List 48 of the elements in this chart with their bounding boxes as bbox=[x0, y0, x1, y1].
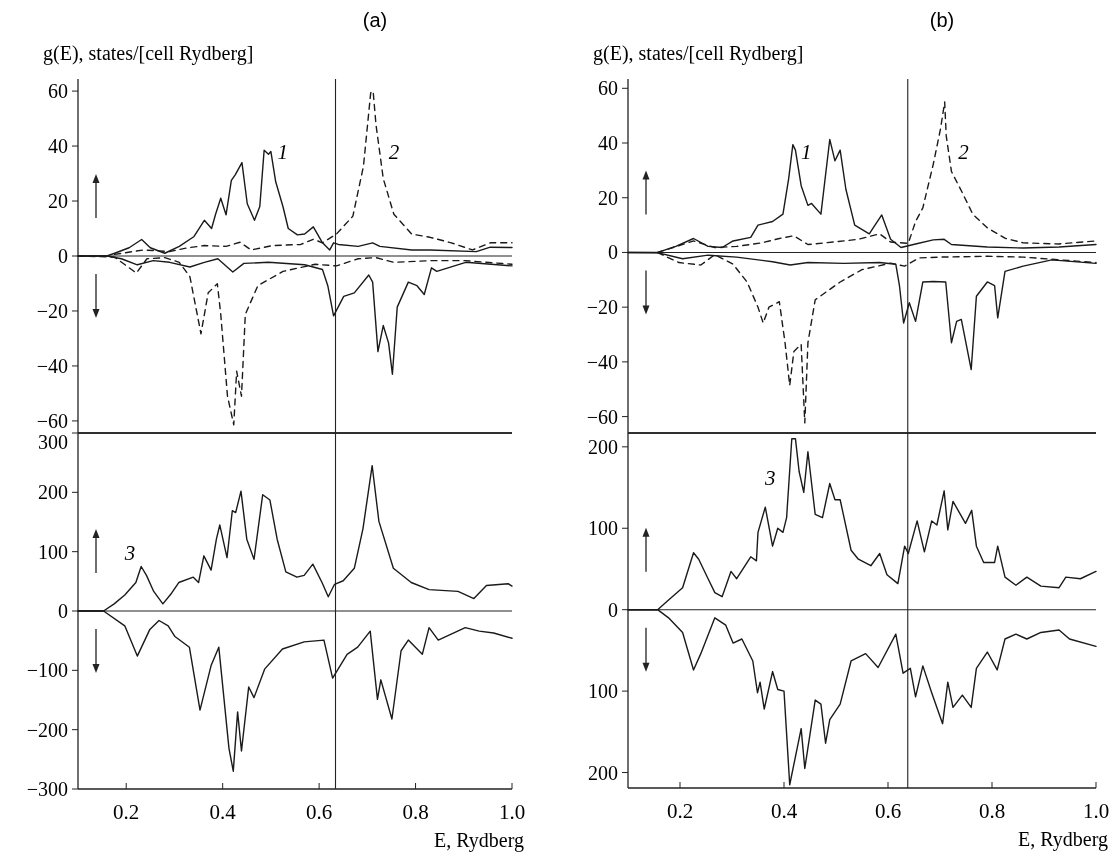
y-tick-label: −60 bbox=[36, 409, 68, 432]
annotation: 1 bbox=[801, 140, 812, 165]
x-axis-title: E, Rydberg bbox=[1018, 828, 1108, 851]
y-tick-label: −40 bbox=[36, 354, 68, 377]
y-tick-label: 200 bbox=[588, 435, 618, 458]
y-tick-label: 100 bbox=[38, 540, 68, 563]
y-tick-label: 0 bbox=[58, 245, 68, 267]
x-tick-label: 1.0 bbox=[498, 800, 526, 824]
chart-title: (a) bbox=[362, 9, 388, 31]
y-tick-label: −100 bbox=[26, 659, 68, 682]
x-tick-label: 0.2 bbox=[113, 800, 140, 824]
y-tick-label: 200 bbox=[588, 761, 618, 784]
x-tick-label: 0.4 bbox=[770, 799, 798, 823]
y-tick-label: −200 bbox=[26, 718, 68, 741]
y-tick-label: 60 bbox=[598, 77, 618, 100]
y-tick-label: 40 bbox=[598, 132, 618, 155]
y-tick-label: −20 bbox=[36, 299, 68, 322]
y-tick-label: 0 bbox=[58, 600, 68, 622]
annotation: 2 bbox=[388, 139, 400, 164]
x-tick-label: 0.6 bbox=[305, 800, 333, 824]
y-tick-label: 300 bbox=[38, 431, 68, 453]
chart-title: (b) bbox=[929, 9, 955, 31]
annotation: 3 bbox=[764, 466, 776, 491]
y-tick-label: 100 bbox=[588, 517, 618, 540]
x-tick-label: 0.8 bbox=[402, 800, 429, 824]
y-tick-label: −60 bbox=[586, 405, 618, 428]
x-tick-label: 0.8 bbox=[978, 799, 1006, 823]
x-tick-label: 0.6 bbox=[874, 799, 902, 823]
y-tick-label: −40 bbox=[586, 350, 618, 373]
x-tick-label: 0.4 bbox=[209, 800, 237, 824]
annotation: 3 bbox=[123, 540, 136, 565]
y-tick-label: 20 bbox=[48, 190, 68, 213]
annotation: 1 bbox=[277, 139, 289, 164]
annotation: 2 bbox=[958, 140, 970, 165]
x-axis-title: E, Rydberg bbox=[434, 829, 524, 852]
y-axis-title: g(E), states/[cell Rydberg] bbox=[43, 42, 254, 65]
y-tick-label: 60 bbox=[48, 80, 68, 103]
y-axis-title: g(E), states/[cell Rydberg] bbox=[593, 42, 804, 65]
y-tick-label: 100 bbox=[588, 680, 618, 703]
y-tick-label: 0 bbox=[608, 241, 618, 264]
y-tick-label: −20 bbox=[586, 296, 618, 319]
x-tick-label: 0.2 bbox=[666, 799, 694, 823]
y-tick-label: −300 bbox=[26, 778, 68, 800]
y-tick-label: 0 bbox=[608, 598, 618, 621]
x-tick-label: 1.0 bbox=[1082, 799, 1110, 823]
y-tick-label: 20 bbox=[598, 186, 618, 209]
y-tick-label: 40 bbox=[48, 135, 68, 158]
y-tick-label: 200 bbox=[38, 481, 68, 504]
